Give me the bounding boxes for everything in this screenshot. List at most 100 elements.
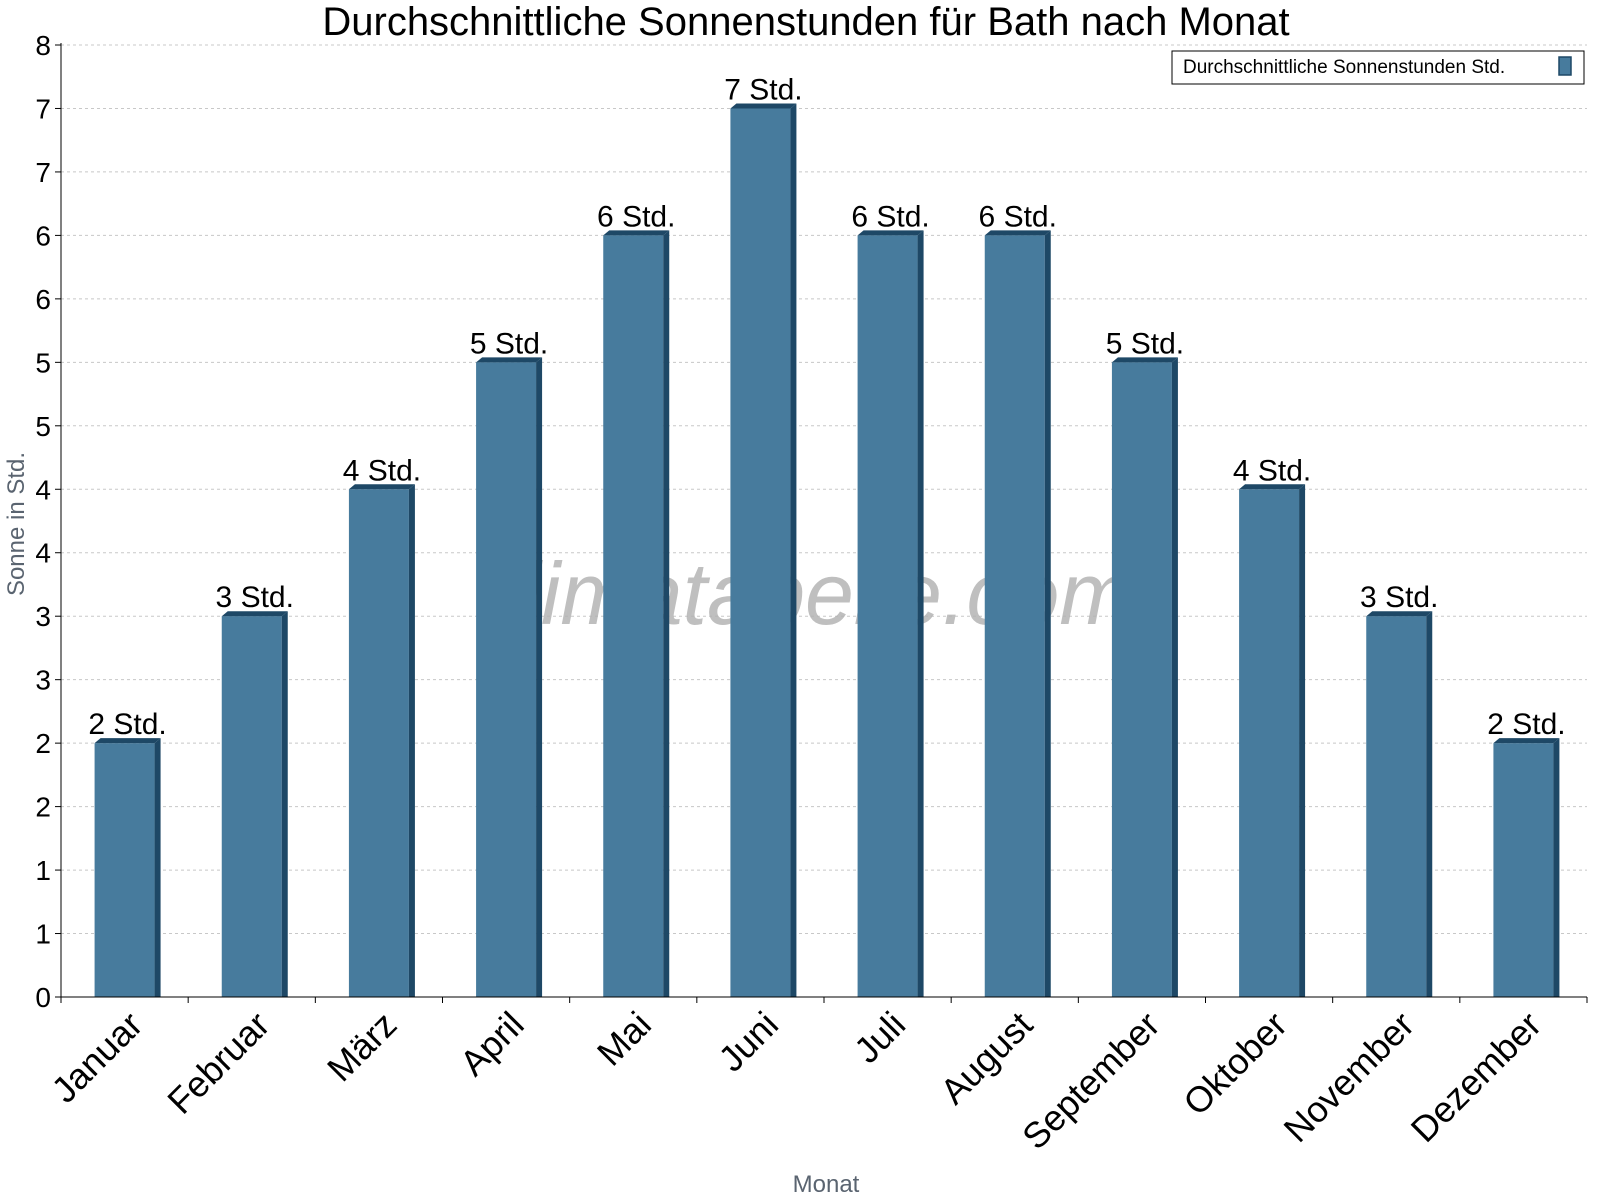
x-tick-label: Oktober	[1175, 1004, 1295, 1124]
bar-front	[984, 235, 1045, 997]
bar-side	[536, 357, 543, 997]
x-tick-label: Januar	[43, 1004, 150, 1111]
legend-entry-label: Durchschnittliche Sonnenstunden Std.	[1183, 57, 1505, 78]
y-tick-label: 1	[35, 919, 51, 950]
y-tick-label: 7	[35, 93, 51, 124]
bar-12	[1493, 738, 1560, 997]
y-axis-label: Sonne in Std.	[3, 452, 30, 596]
bar-top	[857, 230, 924, 236]
bar-top	[603, 230, 670, 236]
y-tick-label: 5	[35, 347, 51, 378]
bar-side	[1426, 611, 1433, 997]
data-label: 2 Std.	[1487, 708, 1565, 741]
data-label: 2 Std.	[88, 708, 166, 741]
chart-title: Durchschnittliche Sonnenstunden für Bath…	[322, 0, 1289, 44]
bars	[94, 103, 1560, 997]
gridlines	[61, 44, 1587, 935]
x-tick-label: März	[319, 1004, 405, 1090]
bar-side	[154, 738, 161, 997]
bar-front	[1111, 362, 1172, 997]
data-label: 6 Std.	[597, 200, 675, 233]
bar-top	[1366, 611, 1433, 617]
y-tick-label: 6	[35, 284, 51, 315]
data-label: 6 Std.	[979, 200, 1057, 233]
bar-6	[730, 103, 797, 997]
legend: Durchschnittliche Sonnenstunden Std.	[1171, 50, 1585, 85]
y-tick-label: 2	[35, 728, 51, 759]
data-label: 7 Std.	[724, 73, 802, 106]
bar-3	[348, 484, 415, 997]
bar-side	[1299, 484, 1306, 997]
bar-front	[1239, 489, 1300, 997]
bar-side	[790, 103, 797, 997]
bar-front	[1493, 743, 1554, 997]
bar-front	[221, 616, 282, 997]
bar-top	[348, 484, 415, 490]
y-tick-label: 4	[35, 474, 51, 505]
bar-side	[1044, 230, 1051, 997]
bar-top	[984, 230, 1051, 236]
x-tick-label: Dezember	[1403, 1004, 1549, 1150]
y-tick-label: 0	[35, 982, 51, 1013]
bar-top	[476, 357, 543, 363]
bar-5	[603, 230, 670, 997]
y-tick-label: 6	[35, 220, 51, 251]
bar-top	[1493, 738, 1560, 744]
y-tick-label: 7	[35, 157, 51, 188]
x-tick-label: November	[1275, 1004, 1421, 1150]
bar-9	[1111, 357, 1178, 997]
bar-front	[348, 489, 409, 997]
data-label: 5 Std.	[1106, 327, 1184, 360]
x-tick-label: Juli	[846, 1004, 913, 1071]
bar-2	[221, 611, 288, 997]
bar-top	[1111, 357, 1178, 363]
x-axis-ticks: Januar Februar März April Mai Juni Juli AugustS…	[43, 1004, 1549, 1158]
y-tick-label: 4	[35, 538, 51, 569]
bar-front	[730, 108, 791, 997]
bar-top	[94, 738, 161, 744]
y-tick-label: 3	[35, 601, 51, 632]
bar-front	[476, 362, 537, 997]
x-tick-label: Juni	[710, 1004, 786, 1080]
bar-top	[1239, 484, 1306, 490]
data-label: 4 Std.	[343, 454, 421, 487]
y-tick-label: 3	[35, 665, 51, 696]
bar-front	[1366, 616, 1427, 997]
y-tick-label: 5	[35, 411, 51, 442]
data-label: 4 Std.	[1233, 454, 1311, 487]
y-tick-label: 8	[35, 30, 51, 61]
bar-front	[857, 235, 918, 997]
x-tick-label: Mai	[589, 1004, 659, 1074]
bar-side	[1553, 738, 1560, 997]
bar-1	[94, 738, 161, 997]
data-label: 6 Std.	[851, 200, 929, 233]
x-tick-label: August	[932, 1004, 1040, 1112]
bar-top	[730, 103, 797, 109]
bar-side	[408, 484, 415, 997]
bar-7	[857, 230, 924, 997]
data-label: 3 Std.	[216, 581, 294, 614]
bar-front	[603, 235, 664, 997]
y-axis-ticks: 0 1 1 2 2 3 3 4 4 5 5 6 6 7 7 8	[35, 30, 61, 1013]
x-tick-label: September	[1014, 1004, 1168, 1158]
bar-side	[1171, 357, 1178, 997]
bar-side	[663, 230, 670, 997]
bar-side	[281, 611, 288, 997]
y-tick-label: 2	[35, 792, 51, 823]
bar-10	[1239, 484, 1306, 997]
x-tick-label: April	[452, 1004, 532, 1084]
bar-8	[984, 230, 1051, 997]
data-label: 5 Std.	[470, 327, 548, 360]
data-label: 3 Std.	[1360, 581, 1438, 614]
bar-side	[917, 230, 924, 997]
axes	[55, 43, 1588, 1003]
x-axis-label: Monat	[793, 1171, 860, 1198]
bar-11	[1366, 611, 1433, 997]
bar-top	[221, 611, 288, 617]
x-tick-label: Februar	[159, 1004, 277, 1122]
legend-swatch	[1558, 56, 1572, 76]
bar-4	[476, 357, 543, 997]
legend-box	[1171, 50, 1585, 85]
y-tick-label: 1	[35, 855, 51, 886]
